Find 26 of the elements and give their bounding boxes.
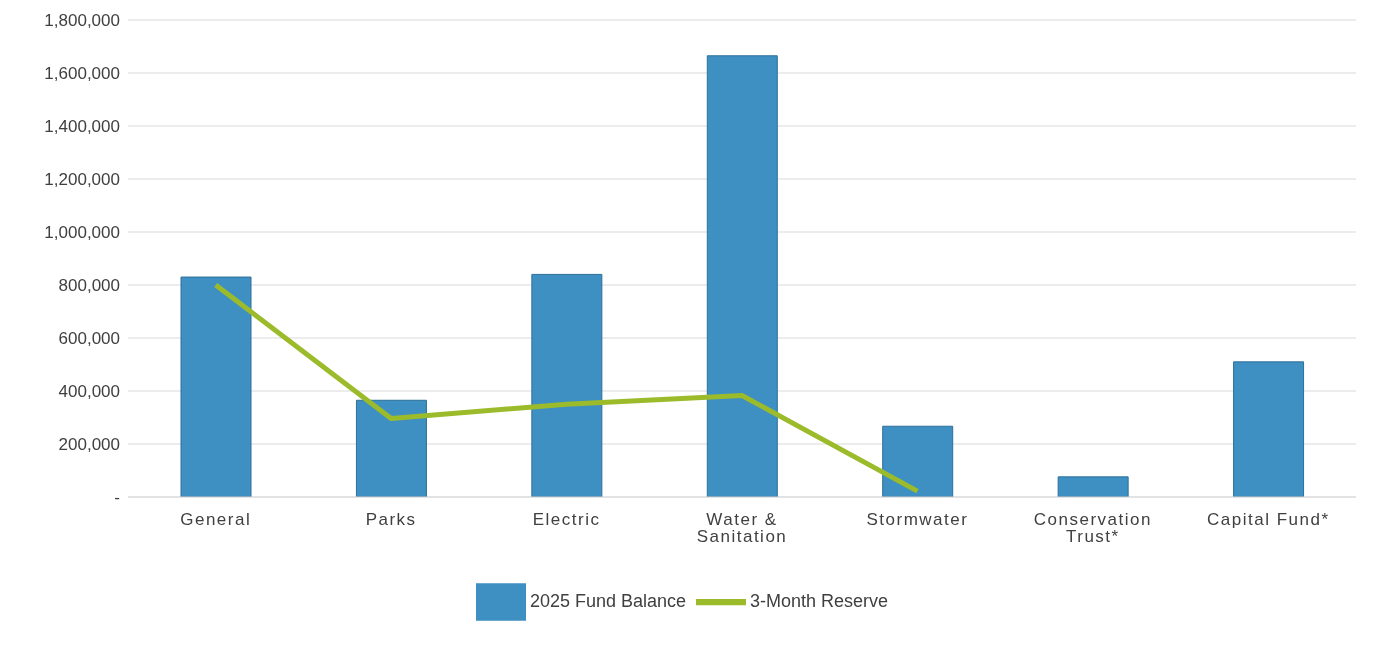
x-tick-label: Conservation Trust* bbox=[1033, 510, 1152, 547]
bar bbox=[706, 55, 778, 497]
x-tick-label: Water & Sanitation bbox=[696, 510, 788, 547]
legend-label: 3-Month Reserve bbox=[750, 590, 889, 611]
bar bbox=[355, 399, 427, 497]
y-tick-label: 1,200,000 bbox=[44, 170, 120, 190]
bar bbox=[180, 276, 252, 497]
x-tick-label: General bbox=[180, 510, 252, 530]
y-tick-label: 400,000 bbox=[58, 382, 120, 402]
y-tick-label: 1,600,000 bbox=[44, 64, 120, 84]
y-tick-label: - bbox=[114, 488, 120, 508]
x-tick-label: Stormwater bbox=[866, 510, 969, 530]
legend-label: 2025 Fund Balance bbox=[529, 590, 687, 611]
y-tick-label: 1,000,000 bbox=[44, 223, 120, 243]
y-tick-label: 800,000 bbox=[58, 276, 120, 296]
y-tick-label: 200,000 bbox=[58, 435, 120, 455]
x-tick-label: Parks bbox=[365, 510, 417, 530]
bar bbox=[531, 273, 603, 497]
x-tick-label: Capital Fund* bbox=[1207, 510, 1330, 530]
bar bbox=[882, 425, 954, 497]
bar bbox=[1057, 476, 1129, 497]
y-tick-label: 1,800,000 bbox=[44, 11, 120, 31]
bar bbox=[1233, 361, 1305, 497]
x-tick-label: Electric bbox=[532, 510, 601, 530]
y-tick-label: 600,000 bbox=[58, 329, 120, 349]
y-tick-label: 1,400,000 bbox=[44, 117, 120, 137]
